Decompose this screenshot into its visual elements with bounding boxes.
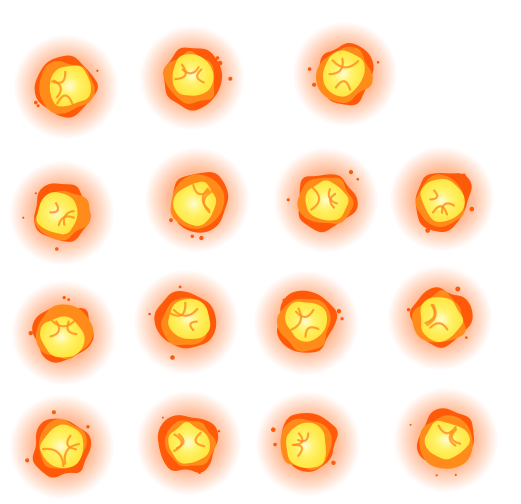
fireball-icon	[387, 265, 493, 371]
fireball-frame-1	[11, 32, 121, 142]
fireball-frame-6	[271, 145, 381, 255]
fireball-icon	[139, 25, 245, 131]
fireball-icon	[136, 390, 242, 496]
fireball-frame-9	[131, 267, 241, 377]
fireball-icon	[144, 147, 250, 253]
fireball-frame-2	[137, 23, 247, 133]
fireball-frame-14	[253, 389, 363, 499]
fireball-icon	[389, 146, 495, 252]
fireball-frame-3	[290, 19, 400, 129]
fireball-icon	[273, 147, 379, 253]
fireball-icon	[9, 394, 115, 500]
fireball-frame-5	[142, 145, 252, 255]
fireball-frame-8	[9, 278, 119, 388]
fireball-icon	[133, 269, 239, 375]
fireball-icon	[11, 280, 117, 386]
fireball-icon	[255, 391, 361, 497]
fireball-frame-4	[7, 158, 117, 268]
fireball-frame-7	[387, 144, 497, 254]
fireball-icon	[13, 34, 119, 140]
fireball-icon	[292, 21, 398, 127]
fireball-icon	[9, 160, 115, 266]
fireball-icon	[253, 270, 359, 376]
fireball-frame-11	[385, 263, 495, 373]
fireball-frame-10	[251, 268, 361, 378]
fireball-frame-15	[391, 385, 501, 495]
fireball-icon	[393, 387, 499, 493]
fireball-frame-13	[134, 388, 244, 498]
fireball-frame-12	[7, 392, 117, 502]
